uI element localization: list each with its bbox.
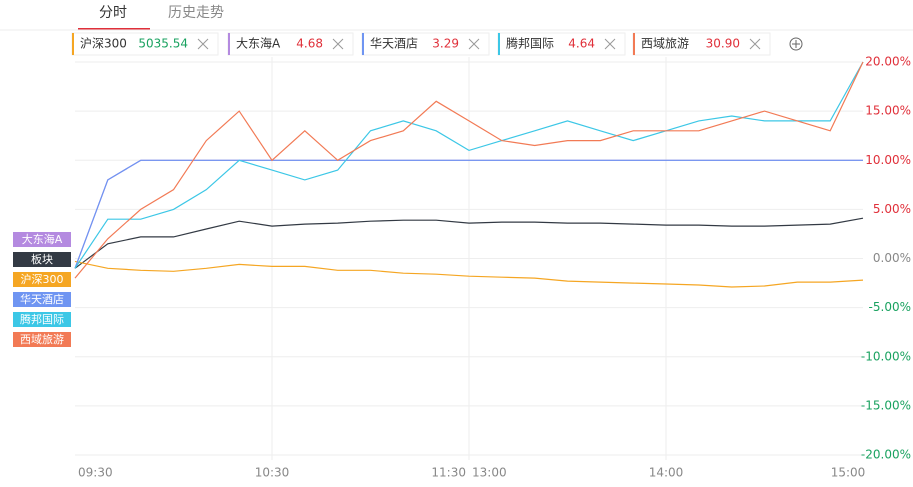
side-label-box — [13, 292, 71, 307]
y-tick-label: -5.00% — [869, 300, 911, 314]
side-label: 大东海A — [22, 232, 63, 246]
legend-color — [228, 33, 230, 55]
x-tick-label: 10:30 — [255, 466, 290, 480]
tab-active[interactable]: 分时 — [99, 5, 127, 21]
side-label-box — [13, 312, 71, 327]
legend-price: 5035.54 — [138, 37, 188, 51]
y-tick-label: -10.00% — [861, 349, 911, 363]
y-tick-label: 5.00% — [873, 202, 911, 216]
side-label: 沪深300 — [21, 272, 64, 286]
legend-close[interactable] — [604, 38, 616, 50]
side-label-box — [13, 232, 71, 247]
legend-name: 沪深300 — [80, 37, 127, 51]
y-tick-label: 20.00% — [865, 55, 911, 69]
series-line — [74, 61, 864, 279]
x-tick-label: 11:30 — [431, 466, 466, 480]
legend-price: 4.68 — [296, 37, 323, 51]
side-label-box — [13, 332, 71, 347]
series-line — [74, 159, 863, 269]
x-tick-label: 14:00 — [649, 466, 684, 480]
legend-close[interactable] — [197, 38, 209, 50]
side-label: 西域旅游 — [20, 332, 64, 346]
series-line — [74, 260, 864, 288]
tab[interactable]: 历史走势 — [168, 5, 224, 21]
legend-name: 西域旅游 — [641, 37, 689, 51]
add-icon — [792, 40, 800, 48]
legend-close[interactable] — [749, 38, 761, 50]
legend-price: 3.29 — [432, 37, 459, 51]
series-line — [74, 217, 864, 269]
y-tick-label: 10.00% — [865, 153, 911, 167]
x-tick-label: 13:00 — [472, 466, 507, 480]
side-label-box — [13, 272, 71, 287]
legend-color — [633, 33, 635, 55]
y-tick-label: 15.00% — [865, 104, 911, 118]
series-line — [74, 61, 864, 269]
y-tick-label: -15.00% — [861, 398, 911, 412]
legend-close[interactable] — [332, 38, 344, 50]
legend-price: 30.90 — [706, 37, 740, 51]
legend-color — [72, 33, 74, 55]
tab-underline — [78, 28, 150, 30]
legend-color — [498, 33, 500, 55]
x-tick-label: 15:00 — [831, 466, 866, 480]
legend-name: 大东海A — [236, 36, 281, 51]
y-tick-label: 0.00% — [873, 251, 911, 265]
side-label-box — [13, 252, 71, 267]
add-button[interactable] — [789, 37, 803, 51]
y-tick-label: -20.00% — [861, 448, 911, 462]
legend-name: 腾邦国际 — [506, 36, 554, 51]
legend-close[interactable] — [468, 38, 480, 50]
side-label: 板块 — [31, 252, 53, 266]
x-tick-label: 09:30 — [78, 466, 113, 480]
side-label: 腾邦国际 — [20, 312, 64, 326]
legend-name: 华天酒店 — [370, 37, 418, 51]
legend-price: 4.64 — [568, 37, 595, 51]
legend-color — [362, 33, 364, 55]
side-label: 华天酒店 — [20, 292, 64, 306]
